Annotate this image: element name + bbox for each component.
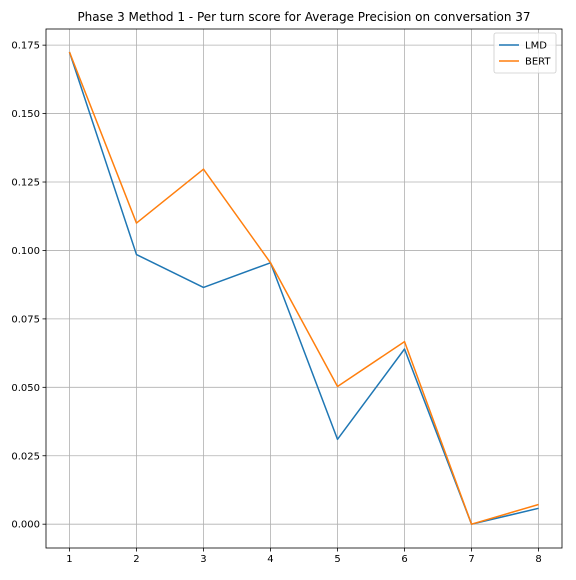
axis-ticks: 1 2 3 4 5 6 7 8 0.000 0.025 0.050 0.075 0.100 0.125 0.… bbox=[11, 41, 541, 565]
plot-frame bbox=[45, 28, 563, 549]
x-tick-label: 6 bbox=[401, 554, 407, 565]
chart-title: Phase 3 Method 1 - Per turn score for Av… bbox=[77, 10, 530, 24]
series-layer bbox=[68, 51, 539, 525]
y-tick-label: 0.075 bbox=[11, 314, 40, 325]
x-tick-label: 8 bbox=[535, 554, 541, 565]
y-tick-label: 0.175 bbox=[11, 41, 40, 52]
legend: LMD BERT bbox=[493, 32, 557, 74]
y-tick-label: 0.025 bbox=[11, 451, 40, 462]
grid bbox=[46, 29, 562, 548]
x-tick-label: 1 bbox=[66, 554, 72, 565]
series-line-bert bbox=[68, 51, 539, 525]
x-tick-label: 7 bbox=[468, 554, 474, 565]
x-tick-label: 4 bbox=[267, 554, 273, 565]
y-tick-label: 0.150 bbox=[11, 109, 40, 120]
legend-label-lmd: LMD bbox=[525, 41, 547, 52]
y-tick-label: 0.050 bbox=[11, 383, 40, 394]
legend-label-bert: BERT bbox=[525, 57, 551, 68]
x-tick-label: 3 bbox=[200, 554, 206, 565]
y-tick-label: 0.000 bbox=[11, 520, 40, 531]
x-tick-label: 5 bbox=[334, 554, 340, 565]
legend-box bbox=[493, 32, 557, 74]
y-tick-label: 0.100 bbox=[11, 246, 40, 257]
y-tick-label: 0.125 bbox=[11, 178, 40, 189]
x-tick-label: 2 bbox=[133, 554, 139, 565]
